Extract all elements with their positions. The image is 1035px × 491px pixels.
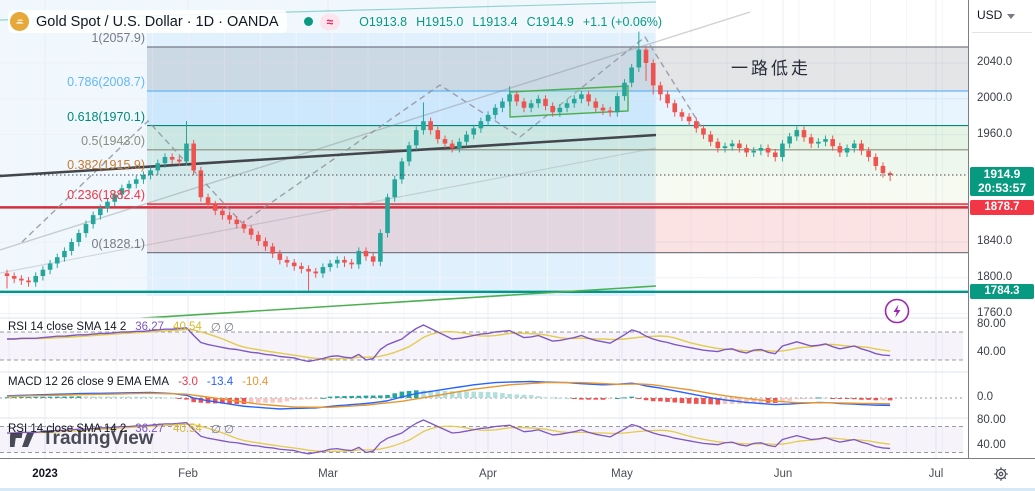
symbol-header: Gold Spot / U.S. Dollar · 1D · OANDA ≈ O… (8, 10, 662, 33)
chevron-down-icon (1007, 13, 1016, 19)
macd-legend[interactable]: MACD 12 26 close 9 EMA EMA -3.0 -13.4 -1… (8, 376, 268, 388)
rsi1-empty-values: ∅ ∅ (210, 322, 235, 334)
gear-icon (994, 467, 1008, 481)
gold-symbol-icon (10, 12, 29, 31)
change-value: +1.1 (+0.06%) (582, 14, 663, 29)
quick-trade-lightning-button[interactable] (883, 297, 911, 330)
rsi1-pane (0, 324, 963, 363)
time-axis-highlight-strip (0, 488, 1035, 491)
rsi2-title: RSI 14 close SMA 14 2 (8, 423, 127, 435)
fib-level-label: 0.382(1915.9) (67, 158, 145, 173)
settings-gear-button[interactable] (984, 463, 1018, 485)
fib-level-label: 0.618(1970.1) (67, 109, 145, 124)
tradingview-logo-text: TradingView (42, 428, 154, 449)
rsi1-value: 36.27 (135, 321, 165, 333)
rsi1-sma-value: 40.54 (173, 321, 202, 333)
price-tick-label: 1800.0 (977, 270, 1013, 283)
time-tick-label[interactable]: Apr (479, 468, 497, 480)
price-tick-label: 80.00 (977, 414, 1006, 426)
price-tick-label: 1760.0 (977, 306, 1013, 319)
open-value: O1913.8 (359, 14, 408, 29)
price-tick-label: 40.00 (977, 346, 1006, 358)
price-tick-label: 2040.0 (977, 56, 1013, 68)
grid-layer (0, 0, 968, 458)
alert-level-badge-green: 1784.3 (970, 284, 1034, 299)
price-tick-label: 40.00 (977, 439, 1006, 451)
symbol-title-pill[interactable]: Gold Spot / U.S. Dollar · 1D · OANDA (8, 10, 287, 33)
price-tick-label: 0.0 (977, 391, 993, 403)
low-value: L1913.4 (472, 14, 518, 29)
rsi2-legend[interactable]: RSI 14 close SMA 14 2 36.27 40.54 ∅ ∅ (8, 422, 234, 436)
last-price-value: 1914.9 (983, 167, 1021, 181)
price-axis[interactable]: USD 2040.0 2000.0 1960.0 1840.0 1800.0 1760.0… (968, 0, 1035, 458)
symbol-title[interactable]: Gold Spot / U.S. Dollar · 1D · OANDA (36, 13, 279, 30)
fib-level-label: 0.786(2008.7) (67, 75, 145, 89)
macd-title: MACD 12 26 close 9 EMA EMA (8, 376, 170, 388)
time-tick-label[interactable]: Feb (178, 468, 198, 480)
alert-level-badge-red: 1878.7 (970, 200, 1034, 215)
tradingview-mark-icon (10, 433, 34, 447)
time-tick-label[interactable]: Mar (318, 468, 338, 480)
drawings-layer (0, 1, 751, 318)
fib-level-label: 0.5(1943.0) (81, 133, 145, 148)
price-tick-label: 80.00 (977, 318, 1006, 330)
market-status-dot[interactable] (303, 17, 313, 26)
tradingview-logo[interactable]: TradingView (10, 428, 154, 450)
price-tick-label: 1960.0 (977, 127, 1013, 140)
chart-annotation-text[interactable]: 一路低走 (731, 59, 811, 78)
rsi1-legend[interactable]: RSI 14 close SMA 14 2 36.27 40.54 ∅ ∅ (8, 320, 234, 334)
axis-separator (972, 32, 1032, 33)
fib-retracement-layer (147, 46, 968, 254)
rsi2-sma-value: 40.54 (173, 423, 202, 435)
high-value: H1915.0 (416, 14, 464, 29)
rsi1-title: RSI 14 close SMA 14 2 (8, 321, 127, 333)
time-tick-label[interactable]: May (611, 468, 633, 480)
horizontal-lines-layer (0, 206, 968, 294)
approx-price-badge[interactable]: ≈ (319, 13, 341, 30)
bar-countdown: 20:53:57 (977, 180, 1027, 195)
fib-level-label: 0(1828.1) (91, 236, 145, 251)
time-axis[interactable]: 2023 Feb Mar Apr May Jun Jul (0, 458, 1035, 491)
time-tick-label[interactable]: 2023 (32, 468, 58, 480)
rsi2-pane (0, 419, 963, 455)
rsi2-value: 36.27 (135, 423, 165, 435)
rsi2-empty-values: ∅ ∅ (210, 424, 235, 436)
ohlc-readout: O1913.8 H1915.0 L1913.4 C1914.9 +1.1 (+0… (359, 15, 662, 29)
currency-label: USD (977, 8, 1003, 22)
macd-hist-value: -3.0 (178, 376, 198, 388)
fib-level-label: 1(2057.9) (91, 30, 145, 45)
time-tick-label[interactable]: Jul (928, 468, 944, 480)
time-tick-label[interactable]: Jun (773, 468, 793, 480)
close-value: C1914.9 (526, 14, 574, 29)
macd-signal-value: -10.4 (242, 376, 269, 388)
price-tick-label: 2000.0 (977, 91, 1013, 104)
fib-level-label: 0.236(1882.4) (67, 188, 145, 203)
macd-line-value: -13.4 (206, 376, 234, 388)
macd-pane (0, 380, 963, 410)
pane-dividers (0, 317, 968, 419)
last-price-badge: 1914.9 20:53:57 (970, 167, 1034, 196)
price-tick-label: 1840.0 (977, 235, 1013, 247)
candlestick-series (4, 31, 893, 291)
currency-selector[interactable]: USD (977, 8, 1016, 22)
